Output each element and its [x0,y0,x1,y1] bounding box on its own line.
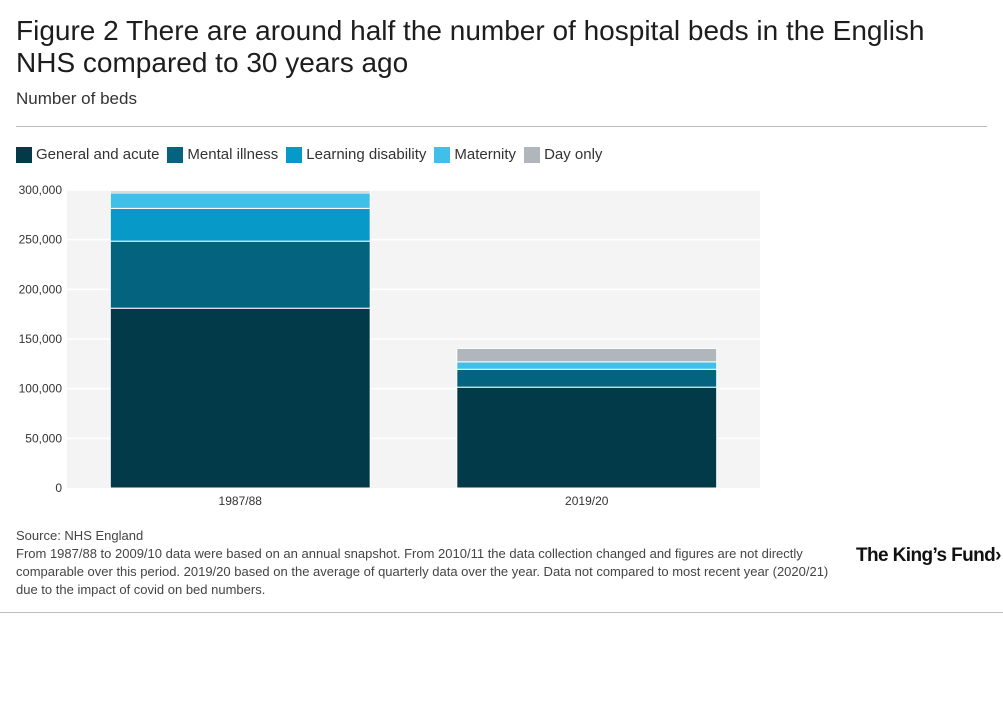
bar-segment-day-only [456,347,718,363]
kings-fund-logo: The King’s Fund› [856,545,1001,566]
legend-label: Day only [544,146,603,163]
stacked-bar-chart: 0 50,000 100,000 150,000 200,000 250,000 300,0… [19,183,760,508]
bar-segment-general-and-acute [456,386,718,489]
legend-item-learning-disability: Learning disability [286,146,426,163]
y-tick-label: 50,000 [25,431,62,445]
bar-segment-learning-disability [109,207,371,242]
y-tick-label: 250,000 [19,233,63,247]
legend-item-maternity: Maternity [434,146,516,163]
y-tick-label: 300,000 [19,183,63,197]
y-tick-label: 200,000 [19,282,63,296]
legend-item-mental-illness: Mental illness [167,146,278,163]
chart-title: Figure 2 There are around half the numbe… [16,15,925,78]
bottom-divider [0,612,1003,613]
note-text: From 1987/88 to 2009/10 data were based … [16,546,829,597]
legend-swatch [524,146,541,163]
legend-swatch [167,146,184,163]
legend-label: General and acute [36,146,160,163]
y-tick-label: 100,000 [19,382,63,396]
bar-segment-mental-illness [109,240,371,309]
legend-item-general-and-acute: General and acute [16,146,159,163]
top-divider [16,126,987,127]
chart-subtitle: Number of beds [16,89,137,108]
x-tick-label: 2019/20 [565,494,609,508]
source-text: Source: NHS England [16,528,144,543]
chart-legend: General and acute Mental illness Learning … [16,146,610,163]
bar-segment-maternity [109,192,371,209]
x-tick-label: 1987/88 [219,494,263,508]
bar-segment-day-only [109,190,371,194]
y-tick-label: 150,000 [19,332,63,346]
bar-segment-maternity [456,361,718,370]
legend-label: Mental illness [187,146,279,163]
legend-label: Learning disability [306,146,427,163]
legend-swatch [16,146,32,163]
legend-label: Maternity [454,146,517,163]
legend-swatch [434,146,451,163]
legend-swatch [286,146,303,163]
y-tick-label: 0 [55,481,62,495]
bar-segment-general-and-acute [109,307,371,489]
legend-item-day-only: Day only [524,146,602,163]
chart-notes: Source: NHS England From 1987/88 to 2009… [16,527,846,599]
bar-segment-mental-illness [456,368,718,388]
